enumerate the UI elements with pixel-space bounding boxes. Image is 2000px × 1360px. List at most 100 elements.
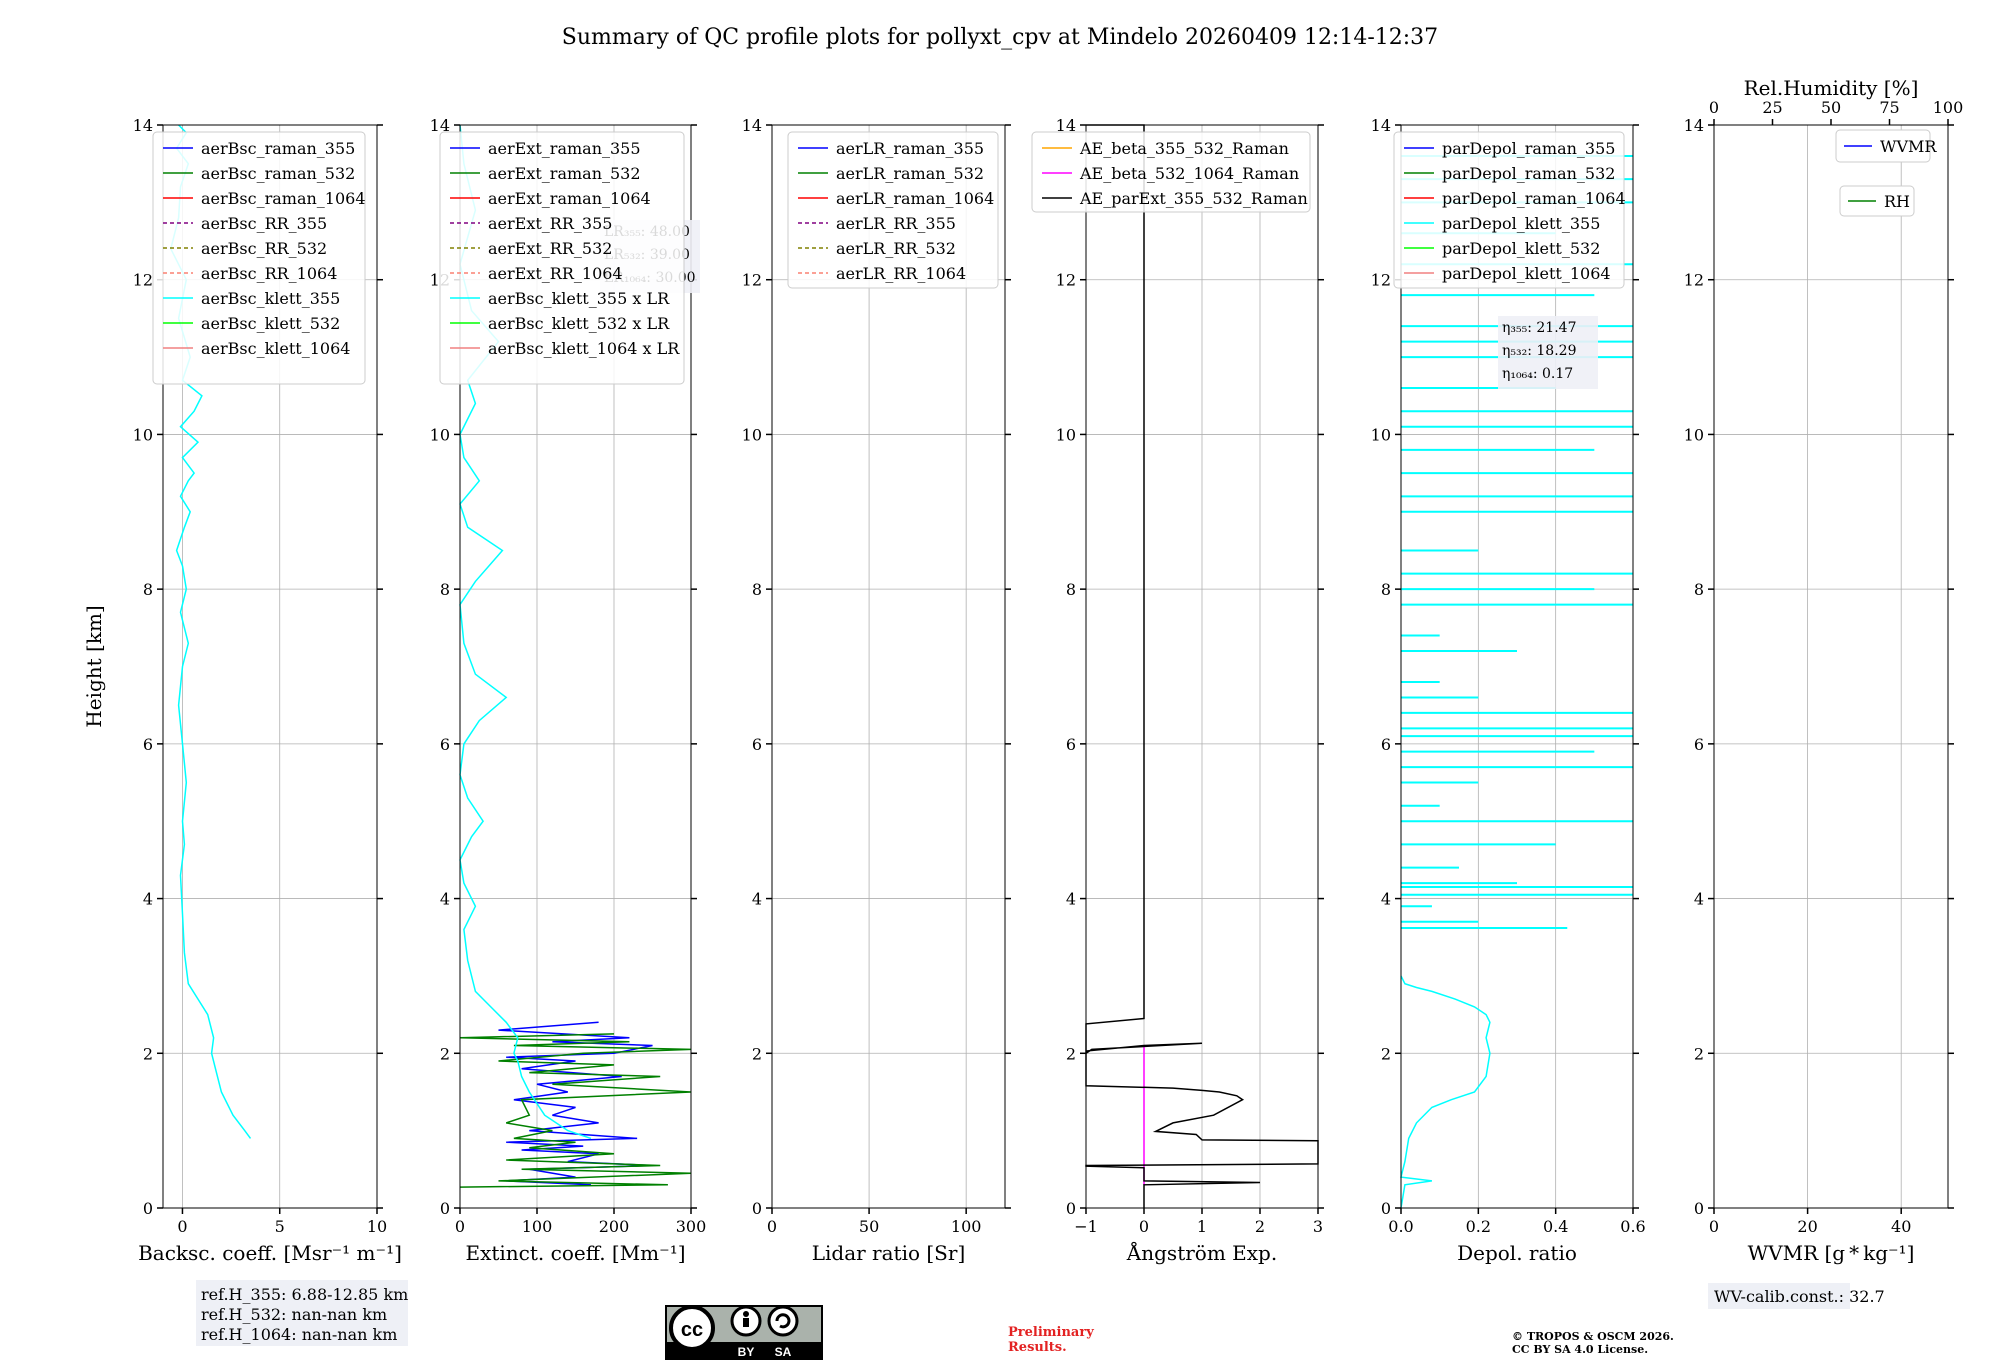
y-tick-label: 8: [752, 580, 762, 599]
x-tick-label: 3: [1313, 1217, 1323, 1236]
y-tick-label: 14: [1371, 116, 1391, 135]
legend-box: [1839, 185, 1915, 217]
y-tick-label: 0: [1381, 1199, 1391, 1218]
annotation-text: η₁₀₆₄: 0.17: [1502, 366, 1573, 382]
legend-label: aerLR_RR_532: [836, 239, 956, 258]
y-tick-label: 4: [752, 890, 762, 909]
x-tick-label: 1: [1197, 1217, 1207, 1236]
legend-label: aerBsc_RR_355: [201, 214, 327, 233]
legend: aerExt_raman_355 aerExt_raman_532 aerExt_r…: [439, 131, 685, 385]
copyright-line: © TROPOS & OSCM 2026.: [1512, 1330, 1674, 1343]
license-line: CC BY SA 4.0 License.: [1512, 1343, 1648, 1356]
legend-label: parDepol_klett_532: [1442, 239, 1600, 258]
x-axis-label: Depol. ratio: [1457, 1241, 1577, 1265]
y-tick-label: 0: [752, 1199, 762, 1218]
y-tick-label: 6: [1381, 735, 1391, 754]
y-tick-label: 14: [1056, 116, 1076, 135]
legend-box: [1393, 131, 1625, 289]
x-tick-label: 0: [455, 1217, 465, 1236]
legend-label: parDepol_raman_532: [1442, 164, 1615, 183]
wv-calib-box: WV-calib.const.: 32.7: [1708, 1283, 1885, 1309]
x-axis-label: Ångström Exp.: [1126, 1240, 1277, 1265]
legend-label: aerLR_raman_1064: [836, 189, 994, 208]
y-tick-label: 14: [1684, 116, 1704, 135]
legend: WVMR RH: [1835, 129, 1937, 217]
y-tick-label: 10: [430, 425, 450, 444]
y-tick-label: 12: [133, 271, 153, 290]
x2-tick-label: 100: [1933, 98, 1964, 117]
y-tick-label: 2: [1381, 1044, 1391, 1063]
legend-label: aerBsc_raman_1064: [201, 189, 366, 208]
y-tick-label: 4: [1381, 890, 1391, 909]
wv-calib-text: WV-calib.const.: 32.7: [1714, 1287, 1885, 1306]
y-tick-label: 12: [742, 271, 762, 290]
refh-532-text: ref.H_532: nan-nan km: [201, 1305, 387, 1324]
refh-1064-text: ref.H_1064: nan-nan km: [201, 1325, 397, 1344]
y-tick-label: 6: [440, 735, 450, 754]
legend: parDepol_raman_355 parDepol_raman_532 parD…: [1393, 131, 1626, 289]
legend-label: aerLR_raman_532: [836, 164, 984, 183]
refh-info-box: ref.H_355: 6.88-12.85 km ref.H_532: nan-…: [196, 1280, 408, 1346]
x-tick-label: 40: [1891, 1217, 1911, 1236]
x-tick-label: 0.2: [1466, 1217, 1491, 1236]
panel-bsc: 0 2 4 6 8 10 12 14 0 5 10 Backsc. coeff. [Msr⁻¹ m⁻¹…: [82, 116, 402, 1265]
legend-box: [787, 131, 999, 289]
legend-label: AE_parExt_355_532_Raman: [1079, 189, 1308, 208]
x-tick-label: 0.4: [1543, 1217, 1568, 1236]
y-tick-label: 8: [143, 580, 153, 599]
series-line-parDepol_klett_355: [1400, 975, 1491, 1209]
y-tick-label: 8: [1694, 580, 1704, 599]
x2-tick-label: 75: [1879, 98, 1899, 117]
y-tick-label: 14: [430, 116, 450, 135]
y-tick-label: 0: [143, 1199, 153, 1218]
y-tick-label: 4: [143, 890, 153, 909]
y-tick-label: 2: [752, 1044, 762, 1063]
y-tick-label: 0: [1066, 1199, 1076, 1218]
panel-wv: 0 2 4 6 8 10 12 14 0 20 40 0 25 50 75 100 Rel.Humidity […: [1684, 76, 1964, 1265]
legend-label: aerExt_raman_355: [488, 139, 641, 158]
legend: AE_beta_355_532_Raman AE_beta_532_1064_Ra…: [1031, 131, 1311, 213]
legend-label: aerLR_RR_1064: [836, 264, 966, 283]
legend-label: aerExt_RR_355: [488, 214, 612, 233]
y-tick-label: 10: [1371, 425, 1391, 444]
legend-label: aerLR_raman_355: [836, 139, 984, 158]
x-tick-label: 5: [275, 1217, 285, 1236]
x-tick-label: 0: [1139, 1217, 1149, 1236]
cc-logo-icon: [669, 1305, 715, 1351]
legend-label: parDepol_klett_1064: [1442, 264, 1611, 283]
svg-text:SA: SA: [775, 1345, 792, 1359]
x-tick-label: 0: [767, 1217, 777, 1236]
legend-label: aerBsc_raman_355: [201, 139, 355, 158]
legend-label: aerBsc_raman_532: [201, 164, 355, 183]
y-tick-label: 14: [742, 116, 762, 135]
y-tick-label: 0: [1694, 1199, 1704, 1218]
legend-label: aerExt_RR_532: [488, 239, 612, 258]
y-tick-label: 12: [1056, 271, 1076, 290]
y-tick-label: 8: [1066, 580, 1076, 599]
x-tick-label: 0: [1709, 1217, 1719, 1236]
x-tick-label: 50: [859, 1217, 879, 1236]
x-axis-label: Extinct. coeff. [Mm⁻¹]: [465, 1241, 685, 1265]
axes-frame: [162, 124, 378, 1209]
y-tick-label: 8: [440, 580, 450, 599]
legend-label: parDepol_klett_355: [1442, 214, 1600, 233]
y-tick-label: 6: [1694, 735, 1704, 754]
y-tick-label: 6: [752, 735, 762, 754]
series-line-AE_parExt_355_532_Raman: [1085, 124, 1319, 1208]
y-tick-label: 0: [440, 1199, 450, 1218]
refh-355-text: ref.H_355: 6.88-12.85 km: [201, 1285, 408, 1304]
legend-box: [1031, 131, 1311, 213]
annotation-text: η₅₃₂: 18.29: [1502, 343, 1576, 359]
y-tick-label: 6: [143, 735, 153, 754]
legend: aerBsc_raman_355 aerBsc_raman_532 aerBsc_r…: [152, 131, 366, 385]
legend-label: aerExt_RR_1064: [488, 264, 623, 283]
legend-label: aerBsc_RR_532: [201, 239, 327, 258]
x-tick-label: 0: [177, 1217, 187, 1236]
legend-box: [1835, 129, 1931, 163]
legend-label: WVMR: [1880, 137, 1937, 156]
y-tick-label: 8: [1381, 580, 1391, 599]
panel-lr: 0 2 4 6 8 10 12 14 0 50 100 Lidar ratio [Sr] aerLR_r…: [742, 116, 1011, 1265]
x-tick-label: 100: [522, 1217, 553, 1236]
